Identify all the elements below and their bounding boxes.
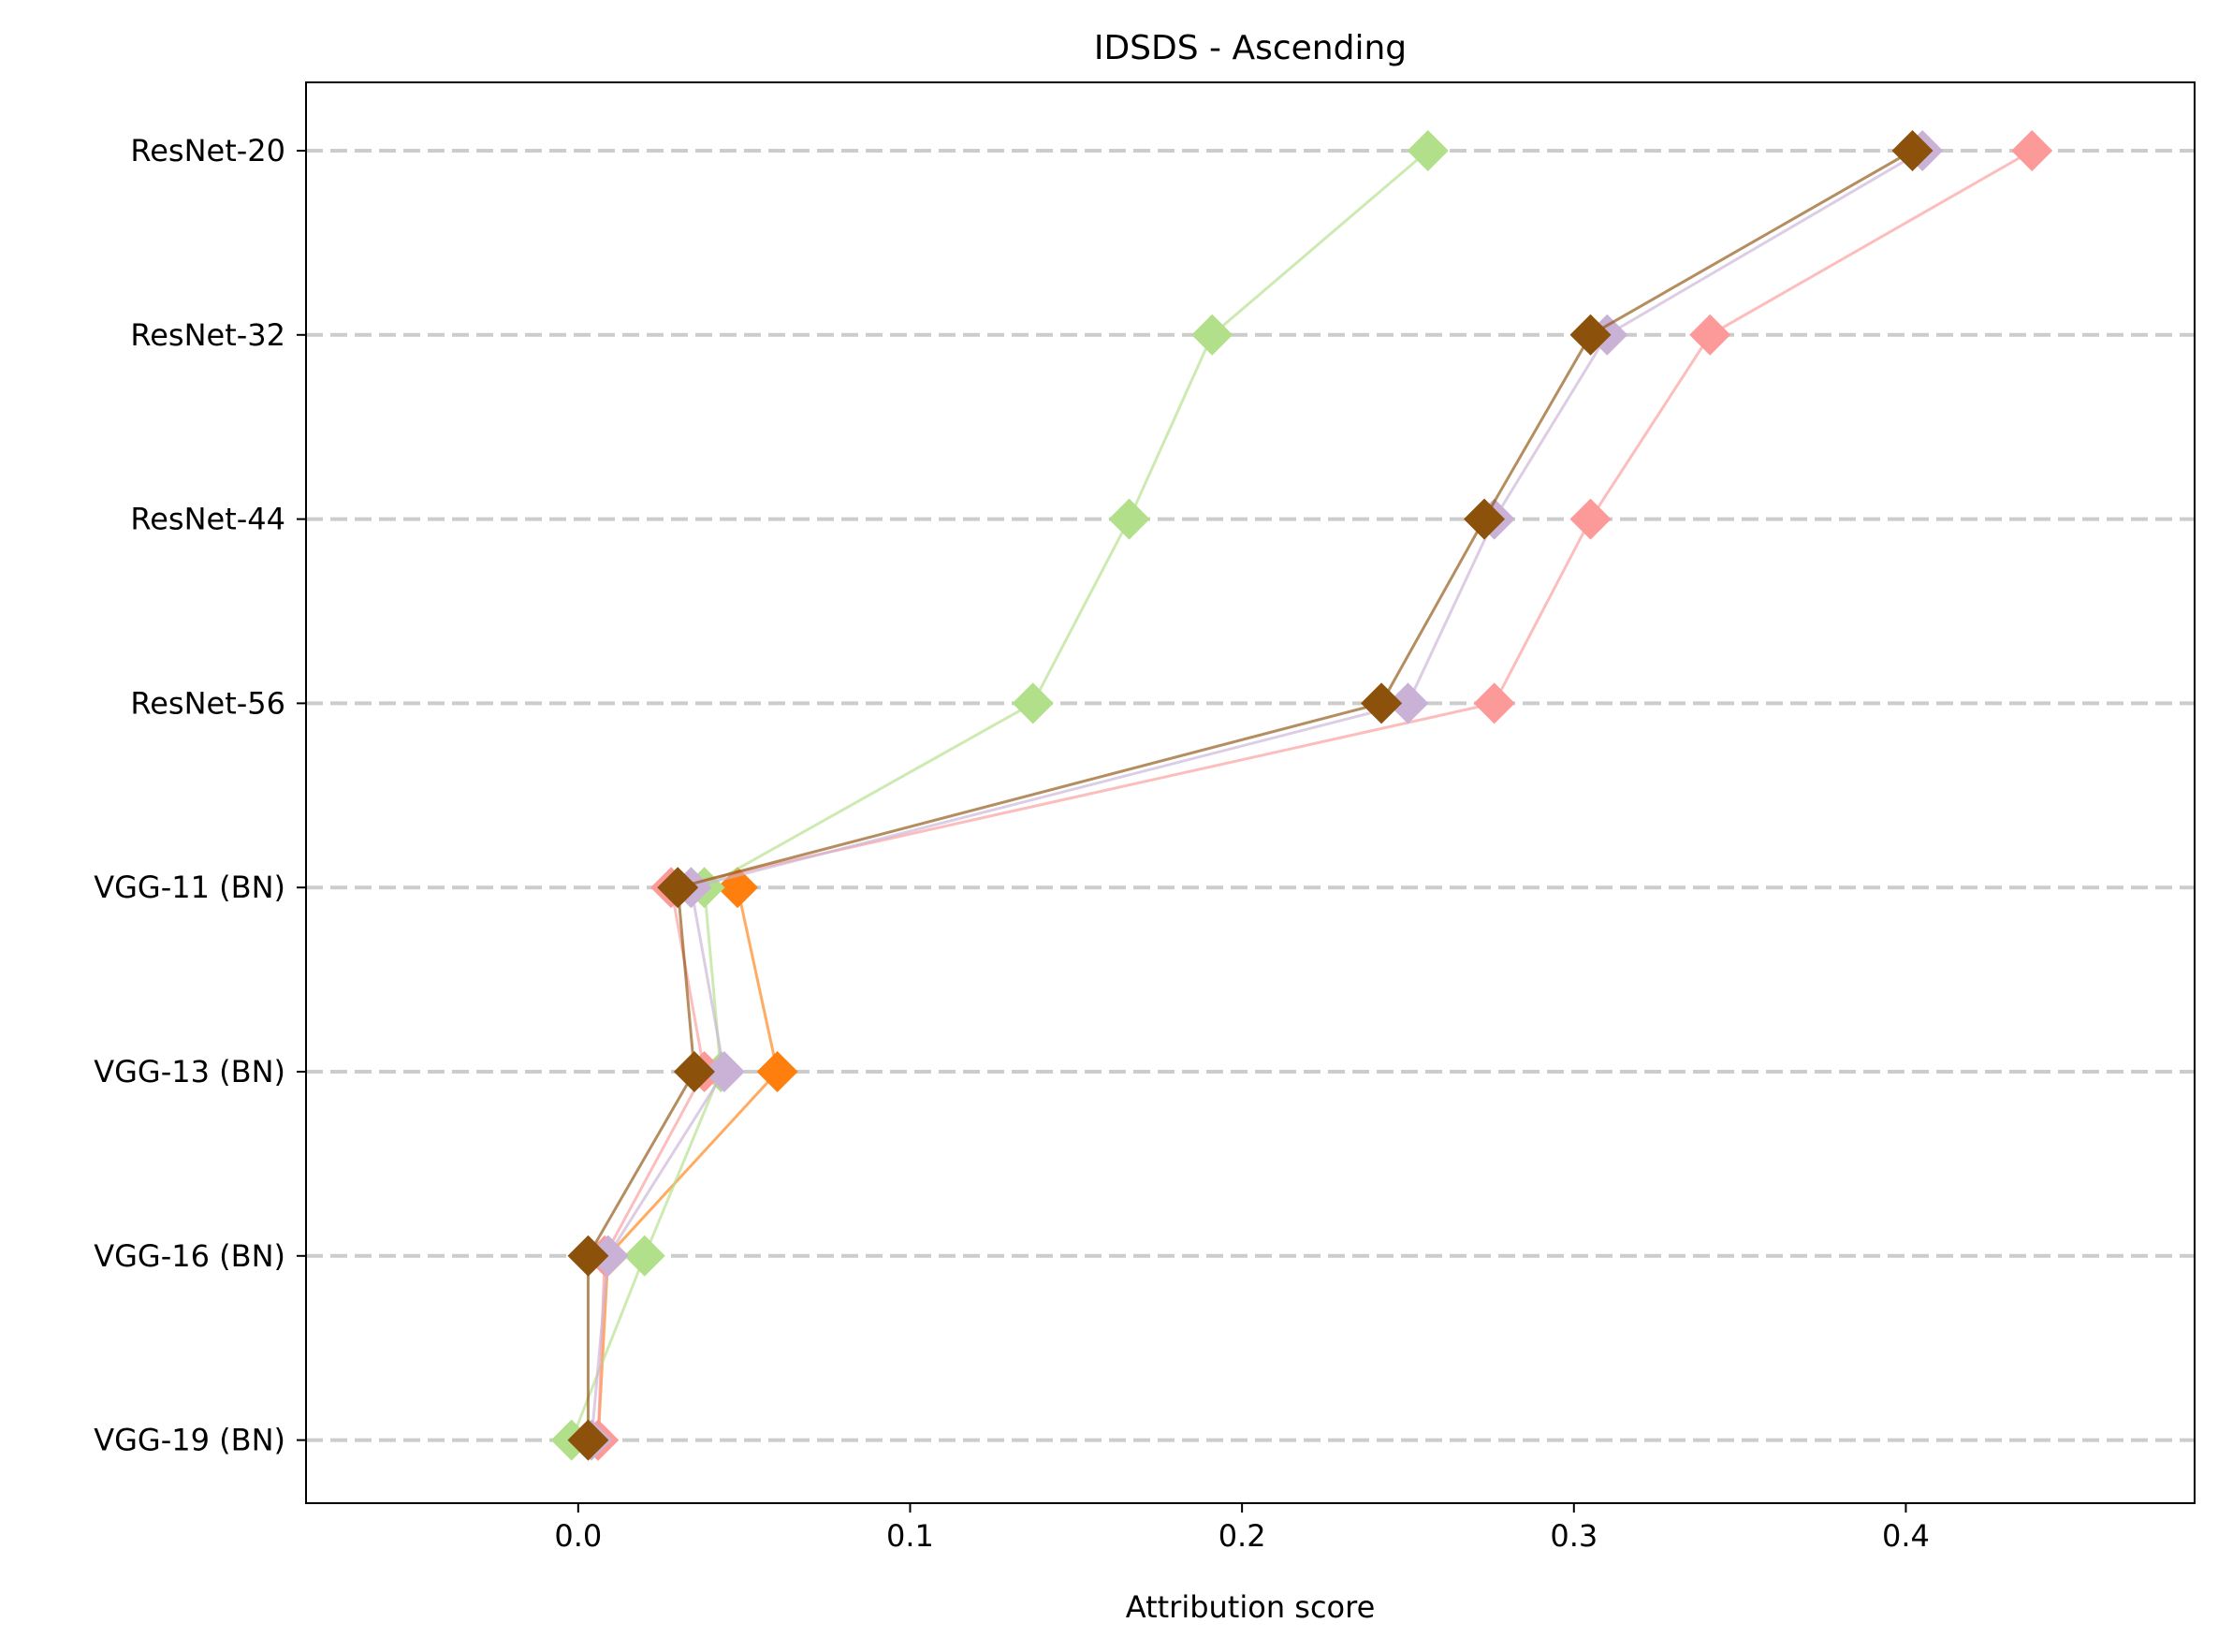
data-point (2011, 130, 2053, 171)
y-tick-label: VGG-19 (BN) (94, 1423, 285, 1458)
data-point (1191, 314, 1233, 356)
data-point (1361, 682, 1403, 724)
y-tick-label: ResNet-32 (130, 317, 285, 353)
grid-layer (306, 149, 2195, 1442)
y-tick-label: ResNet-20 (130, 133, 285, 168)
data-point (1464, 498, 1506, 540)
data-point (673, 1051, 715, 1092)
data-point (1569, 314, 1612, 356)
data-point (1108, 498, 1150, 540)
data-point (1407, 130, 1449, 171)
series-line (596, 886, 780, 1440)
data-point (1689, 314, 1731, 356)
plot-frame (305, 81, 2196, 1504)
data-point (1387, 682, 1429, 724)
data-point (1473, 682, 1515, 724)
data-point (1569, 498, 1612, 540)
x-tick-label: 0.4 (1882, 1518, 1930, 1554)
series-4 (567, 130, 1933, 1461)
axis-layer: ResNet-20 ResNet-32 ResNet-44 ResNet-56 VGG-… (94, 133, 1930, 1554)
x-tick-label: 0.1 (886, 1518, 934, 1554)
series-0 (577, 867, 798, 1461)
data-point (657, 867, 699, 909)
series-line (586, 149, 1914, 1440)
series-line (596, 149, 2033, 1440)
x-tick-label: 0.2 (1218, 1518, 1266, 1554)
y-tick-label: VGG-13 (BN) (94, 1054, 285, 1089)
series-layer (550, 130, 2053, 1461)
series-3 (571, 130, 1944, 1461)
y-tick-label: ResNet-44 (130, 502, 285, 537)
data-point (1012, 682, 1054, 724)
data-point (756, 1051, 798, 1092)
data-point (623, 1235, 665, 1277)
series-1 (550, 130, 1449, 1461)
series-line (570, 149, 1429, 1441)
data-point (567, 1235, 609, 1277)
data-point (1891, 130, 1933, 171)
series-2 (577, 130, 2053, 1461)
x-tick-label: 0.3 (1550, 1518, 1598, 1554)
data-point (703, 1051, 745, 1092)
series-line (590, 149, 1923, 1440)
y-tick-label: VGG-11 (BN) (94, 870, 285, 905)
y-tick-label: VGG-16 (BN) (94, 1238, 285, 1274)
y-tick-label: ResNet-56 (130, 685, 285, 721)
x-tick-label: 0.0 (554, 1518, 602, 1554)
data-point (567, 1419, 609, 1461)
x-axis-label: Attribution score (1126, 1589, 1376, 1625)
chart-title: IDSDS - Ascending (1094, 29, 1407, 67)
